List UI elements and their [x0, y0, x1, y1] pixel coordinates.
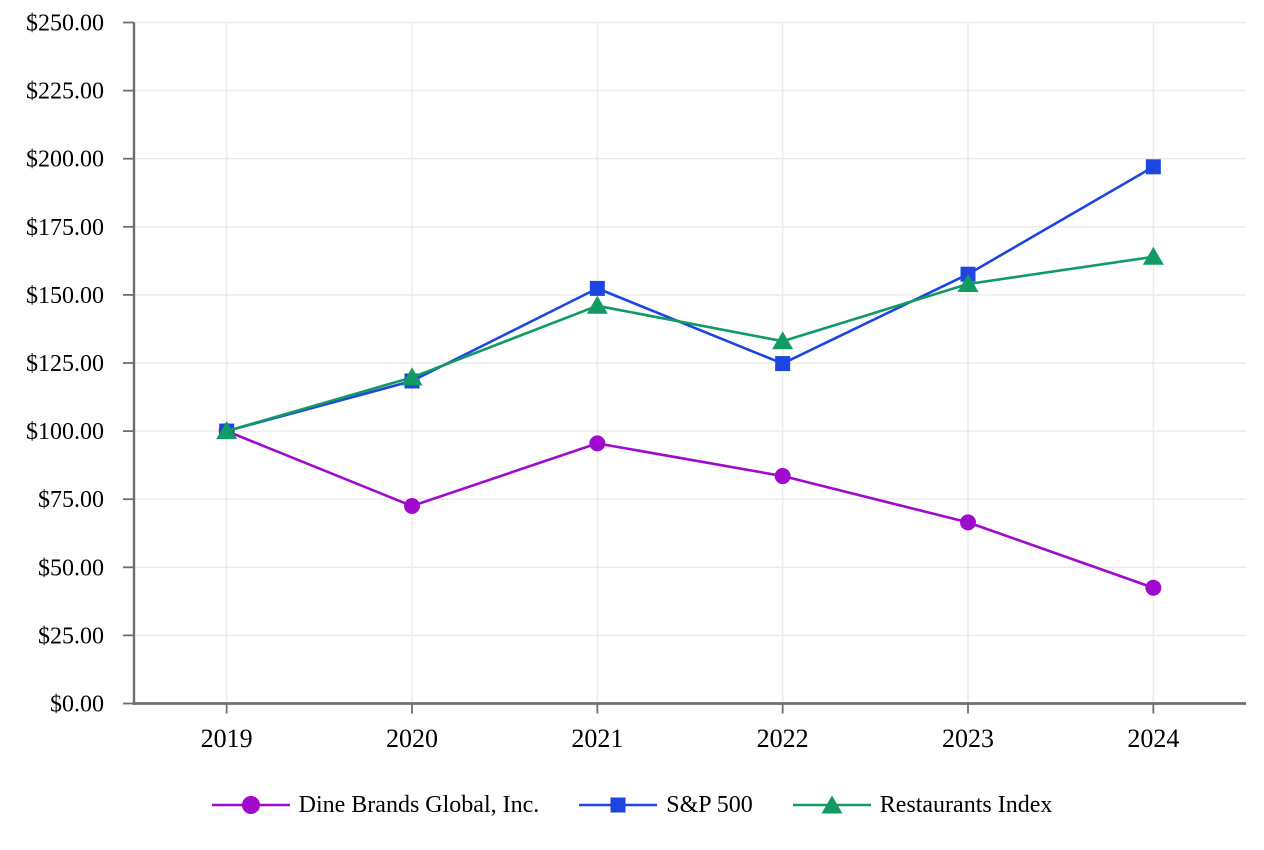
data-point-triangle — [1142, 246, 1164, 265]
data-point-circle — [589, 435, 606, 452]
data-point-triangle — [216, 421, 238, 440]
series-line — [225, 165, 1155, 433]
data-point-square — [1145, 159, 1161, 175]
series-line — [225, 429, 1155, 590]
y-axis-tick-label: $25.00 — [38, 623, 104, 649]
data-point-triangle — [772, 331, 794, 350]
x-axis-tick-label: 2023 — [942, 724, 994, 753]
y-axis-tick-label: $50.00 — [38, 555, 104, 581]
y-axis-tick-label: $125.00 — [26, 351, 104, 377]
x-axis-tick-label: 2024 — [1127, 724, 1179, 753]
x-axis-tick-label: 2022 — [757, 724, 809, 753]
circle-marker-icon — [211, 796, 290, 814]
axes: $0.00 $25.00 $50.00 $75.00 $100.00 $125.00 $15… — [26, 11, 1246, 753]
series-dine-brands-global-inc — [218, 423, 1162, 596]
legend-item-restaurants-index: Restaurants Index — [792, 791, 1053, 819]
chart-legend: Dine Brands Global, Inc. S&P 500 Restaur… — [0, 791, 1264, 819]
y-axis-tick-label: $175.00 — [26, 215, 104, 241]
legend-label-dine-brands: Dine Brands Global, Inc. — [298, 792, 540, 818]
x-axis-tick-label: 2019 — [201, 724, 253, 753]
y-axis-tick-label: $0.00 — [50, 692, 104, 718]
series-line — [225, 255, 1155, 433]
y-axis-tick-label: $250.00 — [26, 11, 104, 37]
data-point-square — [775, 356, 791, 372]
series-restaurants-index — [216, 246, 1164, 440]
y-axis-tick-label: $150.00 — [26, 283, 104, 309]
data-point-square — [589, 280, 605, 296]
legend-item-sp-500: S&P 500 — [579, 791, 753, 819]
legend-label-restaurants-index: Restaurants Index — [879, 792, 1053, 818]
data-point-triangle — [586, 295, 608, 314]
square-marker-icon — [579, 797, 658, 813]
legend-label-sp-500: S&P 500 — [666, 792, 753, 818]
triangle-marker-icon — [792, 795, 871, 814]
data-point-triangle — [957, 274, 979, 293]
data-point-triangle — [401, 367, 423, 386]
data-point-circle — [960, 514, 976, 531]
y-axis-tick-label: $75.00 — [38, 487, 104, 513]
data-point-circle — [774, 468, 791, 485]
gridlines — [134, 21, 1246, 704]
x-axis-tick-label: 2020 — [386, 724, 438, 753]
legend-item-dine-brands-global-inc: Dine Brands Global, Inc. — [211, 791, 540, 819]
y-axis-tick-label: $100.00 — [26, 419, 104, 445]
y-axis-tick-label: $225.00 — [26, 79, 104, 105]
x-axis-tick-label: 2021 — [571, 724, 623, 753]
data-point-circle — [404, 498, 420, 515]
y-axis-tick-label: $200.00 — [26, 147, 104, 173]
series-s-p-500 — [219, 159, 1161, 439]
data-point-circle — [1145, 579, 1162, 596]
